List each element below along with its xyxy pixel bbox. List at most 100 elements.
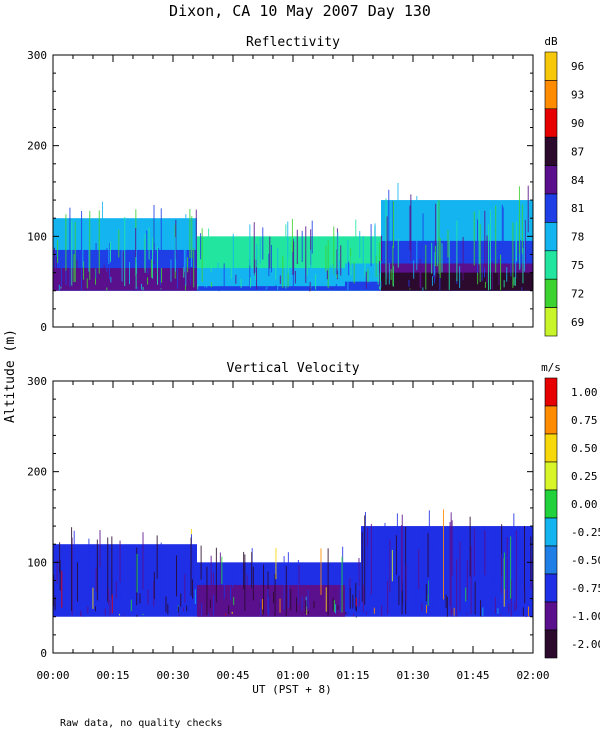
data-streak	[477, 272, 479, 285]
data-streak	[524, 589, 526, 604]
data-streak	[419, 258, 421, 288]
data-streak	[135, 230, 137, 274]
data-streak	[71, 527, 73, 611]
data-streak	[331, 287, 333, 290]
data-streak	[388, 263, 390, 285]
data-streak	[347, 240, 349, 291]
data-streak	[54, 569, 56, 615]
data-streak	[262, 227, 264, 260]
data-streak	[396, 513, 398, 576]
data-streak	[167, 603, 169, 615]
colorbar-swatch	[544, 601, 558, 631]
data-streak	[432, 258, 434, 277]
data-streak	[313, 601, 315, 609]
data-streak	[486, 235, 488, 284]
data-streak	[310, 229, 312, 265]
data-streak	[508, 603, 510, 613]
data-streak	[285, 565, 287, 617]
data-streak	[493, 529, 495, 584]
data-streak	[375, 255, 377, 277]
data-streak	[102, 201, 104, 248]
data-streak	[495, 205, 497, 273]
y-tick-label: 100	[27, 230, 47, 243]
data-streak	[456, 559, 458, 617]
data-streak	[484, 281, 486, 288]
data-streak	[401, 525, 403, 592]
data-streak	[253, 222, 255, 274]
data-streak	[246, 574, 248, 607]
data-streak	[61, 571, 63, 608]
colorbar-label: 90	[571, 117, 584, 130]
data-streak	[59, 542, 61, 573]
data-streak	[80, 610, 82, 617]
data-streak	[309, 290, 311, 292]
data-streak	[69, 207, 71, 287]
data-streak	[329, 265, 331, 285]
data-streak	[183, 267, 185, 278]
data-streak	[290, 588, 292, 611]
data-streak	[484, 267, 486, 278]
data-streak	[372, 286, 374, 291]
data-streak	[178, 615, 180, 617]
data-streak	[86, 278, 88, 289]
data-streak	[427, 533, 429, 578]
data-streak	[491, 261, 493, 290]
colorbar-swatch	[544, 136, 558, 166]
data-streak	[391, 549, 393, 582]
data-streak	[364, 515, 366, 605]
data-streak	[502, 207, 504, 252]
data-streak	[109, 241, 111, 263]
data-streak	[83, 261, 85, 280]
data-streak	[59, 560, 61, 591]
x-tick-label: 00:00	[36, 669, 69, 682]
data-streak	[211, 573, 213, 607]
data-streak	[325, 245, 327, 272]
data-streak	[497, 608, 499, 614]
data-streak	[395, 535, 397, 575]
data-streak	[332, 263, 334, 284]
data-streak	[397, 182, 399, 241]
colorbar-swatch	[544, 51, 558, 81]
data-streak	[408, 279, 410, 287]
data-streak	[366, 608, 368, 613]
data-streak	[388, 189, 390, 245]
data-streak	[380, 235, 382, 262]
colorbar-label: 0.25	[571, 470, 598, 483]
data-streak	[109, 599, 111, 616]
data-segment	[197, 268, 345, 291]
data-streak	[231, 611, 233, 614]
y-tick-label: 0	[40, 647, 47, 660]
data-streak	[87, 606, 89, 614]
data-streak	[206, 566, 208, 616]
colorbar-swatch	[544, 377, 558, 407]
data-streak	[261, 599, 263, 615]
data-streak	[265, 288, 267, 290]
data-streak	[147, 259, 149, 274]
data-streak	[275, 285, 277, 288]
data-streak	[501, 524, 503, 577]
data-streak	[296, 597, 298, 613]
data-streak	[308, 611, 310, 615]
y-tick-label: 100	[27, 556, 47, 569]
data-streak	[318, 288, 320, 291]
data-streak	[95, 567, 97, 592]
data-streak	[379, 272, 381, 290]
data-streak	[243, 551, 245, 590]
data-streak	[427, 566, 429, 595]
y-tick-label: 300	[27, 49, 47, 62]
data-streak	[180, 593, 182, 607]
data-streak	[53, 574, 55, 607]
data-streak	[456, 220, 458, 282]
colorbar-label: 69	[571, 316, 584, 329]
data-streak	[327, 240, 329, 289]
data-streak	[422, 213, 424, 259]
data-streak	[185, 214, 187, 286]
data-streak	[230, 256, 232, 280]
colorbar-swatch	[544, 307, 558, 337]
colorbar-label: 0.75	[571, 414, 598, 427]
data-streak	[421, 602, 423, 612]
data-streak	[69, 555, 71, 588]
data-streak	[481, 255, 483, 282]
data-streak	[442, 509, 444, 600]
data-streak	[178, 614, 180, 616]
